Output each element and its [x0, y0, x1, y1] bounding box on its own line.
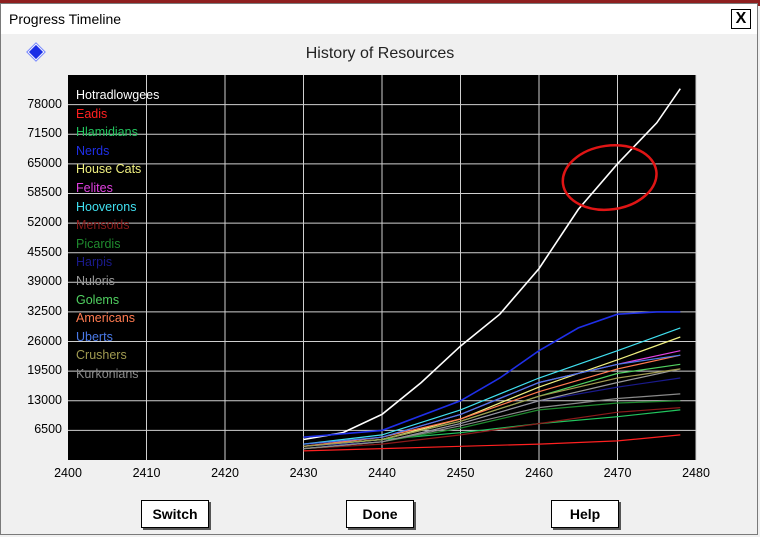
legend-entry: Felites — [76, 180, 113, 195]
done-button[interactable]: Done — [346, 500, 414, 528]
series-line-mensoids — [303, 407, 681, 450]
close-button[interactable]: X — [731, 9, 751, 29]
switch-button[interactable]: Switch — [141, 500, 209, 528]
title-bar: Progress Timeline X — [1, 4, 757, 34]
x-tick-label: 2420 — [211, 466, 239, 480]
y-tick-label: 78000 — [27, 96, 62, 111]
y-tick-label: 71500 — [27, 126, 62, 141]
series-line-eadis — [303, 434, 681, 452]
legend-entry: Kurkonians — [76, 366, 139, 381]
y-tick-label: 26000 — [27, 333, 62, 348]
help-button[interactable]: Help — [551, 500, 619, 528]
series-line-hooverons — [303, 327, 681, 445]
chart-legend: Hotradlowgees Eadis Hlamidians Nerds House C… — [76, 86, 159, 384]
legend-entry: Harpis — [76, 255, 113, 270]
x-tick-label: 2400 — [54, 466, 82, 480]
red-circle-annotation — [561, 144, 658, 212]
x-tick-label: 2440 — [368, 466, 396, 480]
y-tick-label: 65000 — [27, 155, 62, 170]
series-line-crushers — [303, 368, 681, 447]
y-tick-label: 45500 — [27, 244, 62, 259]
x-tick-label: 2430 — [289, 466, 318, 480]
legend-entry: Golems — [76, 292, 120, 307]
legend-entry: Nuloris — [76, 273, 115, 288]
legend-entry: Hlamidians — [76, 125, 138, 140]
legend-entry: Eadis — [76, 106, 108, 121]
legend-entry: Picardis — [76, 236, 121, 251]
window-title: Progress Timeline — [9, 11, 122, 27]
y-tick-label: 58500 — [27, 185, 62, 200]
y-tick-label: 19500 — [27, 363, 62, 378]
legend-entry: Americans — [76, 311, 136, 326]
legend-entry: Hotradlowgees — [76, 88, 160, 102]
legend-entry: Mensoids — [76, 218, 130, 233]
series-line-nerds — [303, 311, 681, 438]
series-line-hotradlowgees — [303, 88, 681, 441]
series-line-uberts — [303, 354, 681, 445]
chart-title: History of Resources — [305, 45, 455, 62]
y-tick-label: 13000 — [27, 392, 62, 407]
x-tick-label: 2460 — [525, 466, 553, 480]
y-tick-label: 32500 — [27, 303, 62, 318]
y-tick-label: 6500 — [34, 422, 62, 437]
series-line-kurkonians — [303, 393, 681, 450]
x-tick-label: 2410 — [132, 466, 161, 480]
close-icon: X — [735, 10, 747, 27]
legend-entry: Hooverons — [76, 199, 137, 214]
x-tick-label: 2470 — [603, 466, 632, 480]
series-line-nuloris — [303, 368, 681, 450]
legend-entry: Uberts — [76, 329, 113, 344]
y-tick-label: 52000 — [27, 215, 62, 230]
y-tick-label: 39000 — [27, 274, 62, 289]
x-tick-label: 2480 — [682, 466, 710, 480]
legend-entry: Crushers — [76, 348, 127, 363]
x-tick-label: 2450 — [446, 466, 475, 480]
legend-entry: House Cats — [76, 162, 142, 177]
legend-entry: Nerds — [76, 143, 110, 158]
